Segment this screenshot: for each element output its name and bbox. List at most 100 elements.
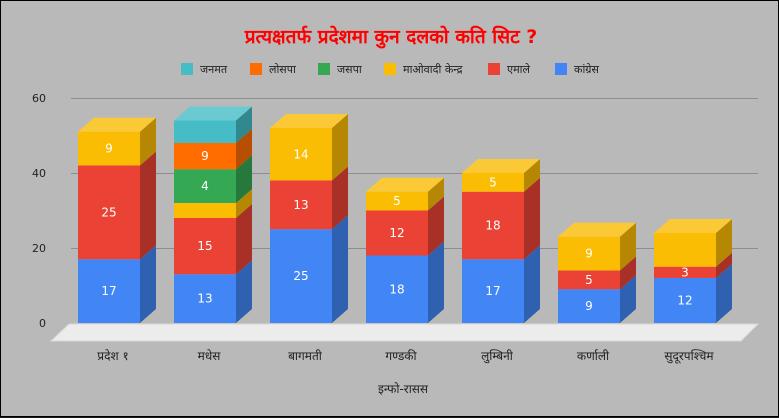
bar-segment-side	[236, 129, 252, 170]
bar-stack: 9 5 9	[558, 222, 636, 323]
data-label: 25	[293, 269, 308, 283]
bar-segment-side	[524, 159, 540, 192]
bar-stack: 12 3	[654, 219, 732, 323]
bar-segment-front	[174, 274, 236, 323]
y-tick-label: 0	[39, 317, 46, 330]
x-tick-label: लुम्बिनी	[481, 349, 514, 364]
x-tick-label: प्रदेश १	[97, 349, 128, 363]
bar-top-face	[174, 106, 252, 121]
bar-segment-front	[174, 203, 236, 218]
legend-label: एमाले	[507, 63, 531, 76]
bar-segment-side	[236, 106, 252, 143]
bar-segment-front	[366, 255, 428, 323]
bar-segment-front	[654, 278, 716, 323]
data-label: 17	[101, 284, 116, 298]
data-label: 17	[485, 284, 500, 298]
bar-segment-front	[558, 289, 620, 323]
bar-segment-front	[270, 180, 332, 230]
bar-segment-front	[78, 131, 140, 166]
chart-title: प्रत्यक्षतर्फ प्रदेशमा कुन दलको कति सिट …	[244, 25, 538, 49]
data-label: 18	[485, 219, 500, 233]
bar-stack: 17 25 9	[78, 117, 156, 323]
bar-segment-front	[462, 191, 524, 260]
bar-top-face	[462, 159, 540, 173]
legend-swatch	[181, 63, 193, 75]
bar-segment-side	[716, 252, 732, 278]
bar-segment-front	[174, 120, 236, 143]
bar-top-face	[78, 117, 156, 132]
bar-segment-front	[558, 270, 620, 290]
data-label: 13	[197, 292, 212, 306]
bar-segment-front	[174, 169, 236, 203]
y-tick-label: 40	[32, 167, 46, 180]
legend-label: लोसपा	[269, 63, 296, 76]
legend: जनमत लोसपा जसपा माओवादी केन्द्र एमाले कांग्रे…	[181, 63, 600, 76]
legend-swatch	[555, 63, 567, 75]
bar-segment-front	[270, 128, 332, 181]
y-tick-label: 60	[32, 92, 46, 105]
legend-swatch	[250, 63, 262, 75]
data-label: 9	[201, 149, 209, 163]
bar-segment-side	[620, 256, 636, 290]
data-label: 18	[389, 282, 404, 296]
x-tick-label: कर्णाली	[577, 349, 610, 363]
bar-segment-side	[716, 264, 732, 323]
bar-segment-side	[236, 204, 252, 275]
bar-segment-side	[716, 219, 732, 267]
legend-label: कांग्रेस	[574, 63, 600, 76]
data-label: 13	[293, 198, 308, 212]
bar-stack: 13 15 4 9	[174, 106, 252, 323]
bar-top-face	[270, 114, 348, 128]
bars: 17 25 9 13 15 4 9 25 13 14 18 12 5 17 18 5 9 5 9 12 3	[78, 106, 732, 323]
bar-stack: 17 18 5	[462, 159, 540, 323]
legend-label: जसपा	[337, 63, 362, 76]
bar-top-face	[366, 177, 444, 192]
bar-segment-side	[620, 222, 636, 271]
bar-segment-front	[654, 233, 716, 267]
legend-swatch	[318, 63, 330, 75]
x-axis-labels: प्रदेश १ मधेस बागमती गण्डकी लुम्बिनी कर्णाली स…	[97, 349, 714, 364]
data-label: 9	[585, 247, 593, 261]
bar-top-face	[654, 219, 732, 233]
bar-segment-front	[366, 210, 428, 256]
bar-segment-side	[140, 151, 156, 260]
bar-segment-front	[270, 229, 332, 323]
data-label: 3	[681, 265, 689, 279]
bar-stack: 18 12 5	[366, 177, 444, 323]
legend-label: माओवादी केन्द्र	[403, 63, 463, 76]
x-axis-title: इन्फो-रासस	[378, 382, 429, 396]
legend-swatch	[384, 63, 396, 75]
bar-segment-front	[558, 236, 620, 271]
bar-segment-front	[78, 165, 140, 260]
bar-segment-side	[428, 177, 444, 211]
legend-label: जनमत	[200, 63, 228, 76]
bar-segment-front	[462, 259, 524, 323]
chart-floor	[49, 323, 760, 342]
data-label: 5	[489, 175, 497, 189]
bar-segment-side	[140, 245, 156, 323]
data-label: 25	[101, 205, 116, 219]
bar-segment-side	[332, 166, 348, 230]
data-label: 12	[677, 294, 692, 308]
bar-segment-side	[524, 177, 540, 260]
bar-segment-side	[332, 114, 348, 181]
bar-segment-side	[428, 196, 444, 256]
bar-segment-front	[462, 173, 524, 192]
bar-segment-front	[174, 218, 236, 275]
data-label: 14	[293, 147, 308, 161]
bar-segment-front	[366, 191, 428, 211]
bar-segment-front	[78, 259, 140, 323]
bar-top-face	[558, 222, 636, 237]
data-label: 9	[105, 142, 113, 156]
bar-segment-side	[332, 215, 348, 323]
bar-segment-side	[428, 241, 444, 323]
bar-stack: 25 13 14	[270, 114, 348, 323]
bar-segment-front	[654, 266, 716, 278]
bar-segment-side	[524, 245, 540, 323]
data-label: 12	[389, 226, 404, 240]
data-label: 9	[585, 299, 593, 313]
x-tick-label: गण्डकी	[385, 349, 417, 363]
bar-segment-side	[236, 155, 252, 203]
